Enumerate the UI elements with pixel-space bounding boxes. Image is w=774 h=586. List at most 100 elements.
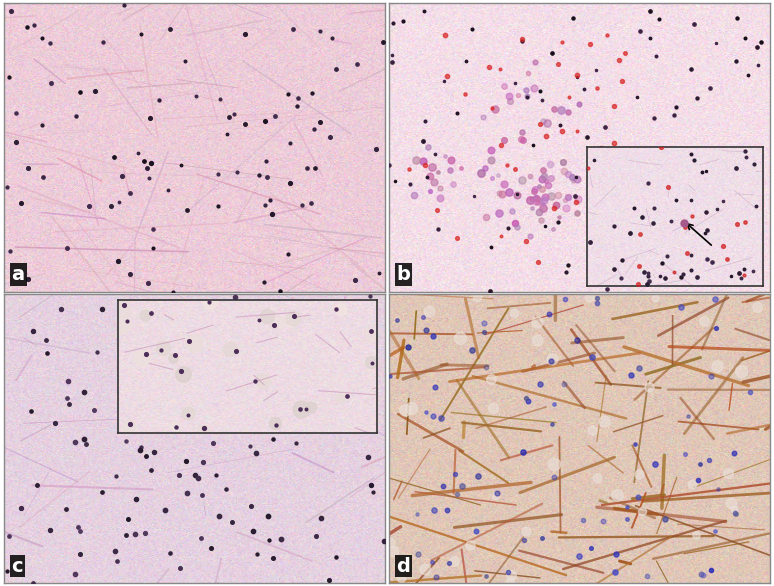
Point bbox=[532, 195, 544, 204]
Point bbox=[426, 557, 438, 567]
Point bbox=[493, 189, 505, 198]
Point bbox=[421, 172, 433, 182]
Point bbox=[395, 574, 407, 583]
Text: a: a bbox=[12, 265, 25, 284]
Point bbox=[643, 33, 656, 43]
Point bbox=[694, 570, 707, 579]
Point bbox=[517, 448, 529, 457]
Point bbox=[332, 390, 344, 399]
Point bbox=[263, 415, 276, 425]
Point bbox=[190, 397, 202, 406]
Point bbox=[416, 137, 429, 146]
Point bbox=[509, 78, 522, 87]
Point bbox=[373, 268, 385, 278]
Point bbox=[212, 201, 224, 210]
Point bbox=[364, 291, 376, 301]
Point bbox=[495, 140, 508, 149]
Point bbox=[537, 117, 550, 126]
Point bbox=[119, 530, 132, 540]
Point bbox=[140, 163, 152, 173]
Point bbox=[440, 506, 453, 515]
Point bbox=[545, 356, 557, 366]
Point bbox=[301, 163, 313, 173]
Point bbox=[571, 72, 584, 81]
Point bbox=[437, 76, 450, 86]
Point bbox=[492, 171, 505, 180]
Point bbox=[303, 329, 315, 339]
Point bbox=[36, 120, 48, 130]
Point bbox=[91, 347, 104, 356]
Point bbox=[221, 130, 233, 139]
Point bbox=[180, 488, 193, 498]
Point bbox=[232, 367, 245, 377]
Point bbox=[491, 489, 503, 498]
Point bbox=[408, 190, 420, 199]
Point bbox=[538, 196, 550, 205]
Point bbox=[146, 326, 159, 335]
Point bbox=[266, 435, 279, 444]
Point bbox=[561, 107, 574, 117]
Point bbox=[571, 194, 584, 203]
Point bbox=[559, 295, 571, 304]
Point bbox=[529, 57, 542, 67]
Point bbox=[3, 532, 15, 541]
Point bbox=[739, 33, 752, 42]
Point bbox=[186, 359, 198, 369]
Point bbox=[426, 162, 438, 172]
Point bbox=[478, 319, 490, 328]
Point bbox=[632, 469, 645, 478]
Point bbox=[690, 530, 702, 540]
Point bbox=[432, 167, 444, 176]
Point bbox=[731, 510, 743, 519]
Point bbox=[300, 414, 313, 424]
Point bbox=[563, 92, 575, 101]
Point bbox=[494, 64, 506, 73]
Point bbox=[552, 217, 564, 226]
Point bbox=[498, 135, 511, 145]
Point bbox=[548, 459, 560, 468]
Point bbox=[455, 481, 467, 490]
Point bbox=[546, 420, 559, 429]
Point bbox=[558, 166, 570, 175]
Point bbox=[687, 19, 700, 29]
Point bbox=[119, 436, 132, 445]
Point bbox=[82, 202, 94, 211]
Point bbox=[96, 304, 108, 314]
Point bbox=[180, 456, 192, 466]
Point bbox=[71, 522, 84, 532]
Point bbox=[698, 316, 711, 326]
Point bbox=[712, 485, 724, 494]
Point bbox=[166, 338, 178, 347]
Point bbox=[552, 59, 564, 69]
Point bbox=[28, 20, 40, 29]
Point bbox=[562, 261, 574, 270]
Point bbox=[15, 503, 27, 513]
Point bbox=[256, 355, 269, 364]
Point bbox=[653, 14, 666, 23]
Point bbox=[584, 39, 597, 48]
Point bbox=[43, 38, 56, 47]
Point bbox=[451, 234, 464, 243]
Point bbox=[383, 539, 396, 548]
Point bbox=[324, 132, 337, 142]
Point bbox=[467, 191, 480, 200]
Point bbox=[244, 441, 256, 451]
Point bbox=[752, 60, 764, 69]
Point bbox=[439, 30, 451, 40]
Point bbox=[485, 145, 497, 155]
Point bbox=[598, 417, 610, 426]
Point bbox=[431, 205, 444, 214]
Point bbox=[536, 175, 549, 184]
Point bbox=[132, 148, 145, 157]
Point bbox=[571, 335, 584, 345]
Point bbox=[595, 143, 608, 152]
Point bbox=[601, 284, 613, 294]
Point bbox=[265, 209, 278, 219]
Point bbox=[291, 101, 303, 111]
Point bbox=[519, 535, 531, 544]
Point bbox=[533, 196, 546, 206]
Point bbox=[552, 190, 564, 200]
Point bbox=[524, 196, 536, 205]
Point bbox=[303, 319, 315, 329]
Point bbox=[691, 94, 704, 103]
